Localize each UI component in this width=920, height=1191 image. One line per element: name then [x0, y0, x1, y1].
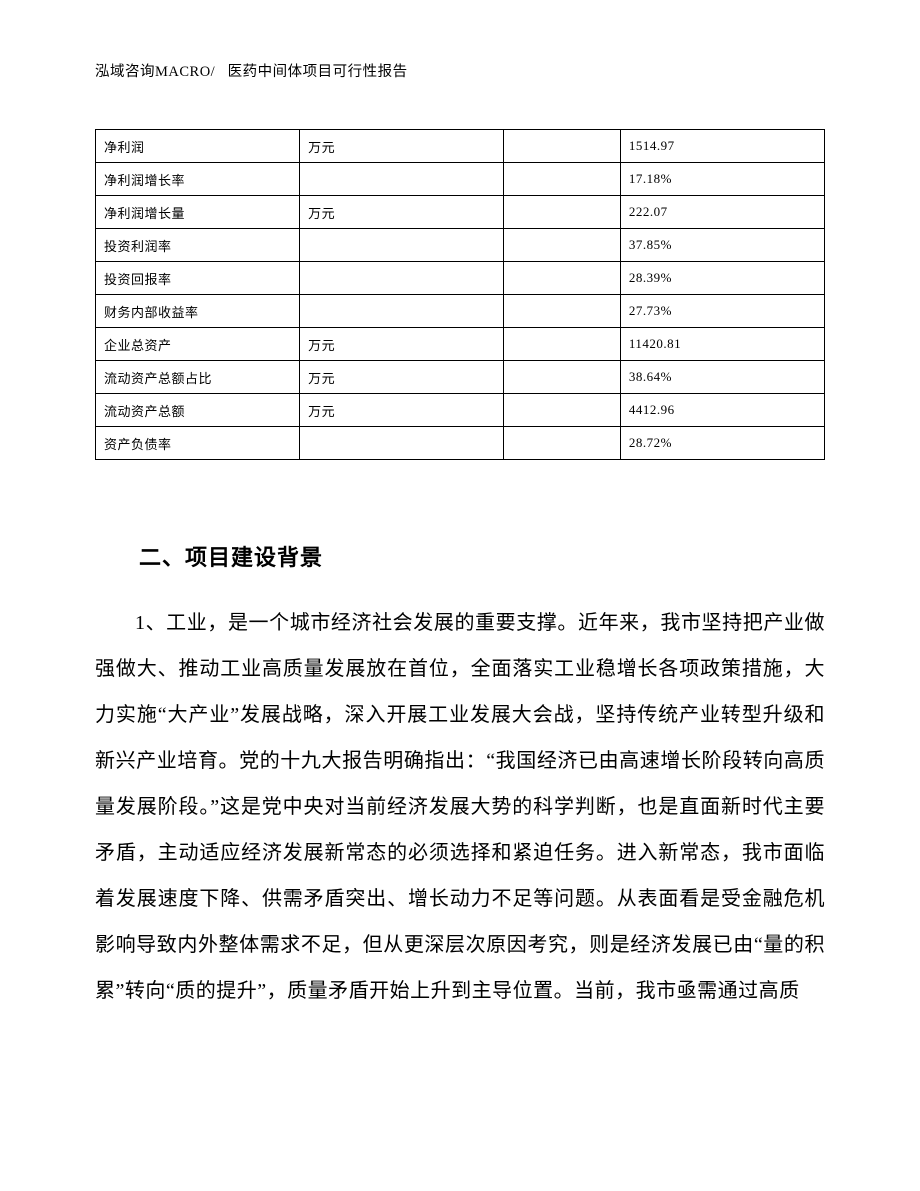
cell-blank	[504, 196, 621, 229]
cell-unit: 万元	[300, 328, 504, 361]
cell-unit	[300, 295, 504, 328]
cell-value: 37.85%	[620, 229, 824, 262]
cell-blank	[504, 163, 621, 196]
cell-unit: 万元	[300, 361, 504, 394]
cell-value: 222.07	[620, 196, 824, 229]
cell-blank	[504, 130, 621, 163]
table-row: 流动资产总额占比 万元 38.64%	[96, 361, 825, 394]
cell-value: 1514.97	[620, 130, 824, 163]
cell-value: 17.18%	[620, 163, 824, 196]
section-paragraph: 1、工业，是一个城市经济社会发展的重要支撑。近年来，我市坚持把产业做强做大、推动…	[95, 600, 825, 1014]
section-heading: 二、项目建设背景	[95, 540, 825, 572]
cell-value: 27.73%	[620, 295, 824, 328]
table-row: 投资利润率 37.85%	[96, 229, 825, 262]
table-row: 财务内部收益率 27.73%	[96, 295, 825, 328]
cell-unit	[300, 229, 504, 262]
cell-name: 企业总资产	[96, 328, 300, 361]
cell-blank	[504, 295, 621, 328]
cell-name: 流动资产总额占比	[96, 361, 300, 394]
cell-unit	[300, 163, 504, 196]
header-doc-title: 医药中间体项目可行性报告	[228, 64, 408, 80]
cell-unit	[300, 427, 504, 460]
cell-name: 净利润增长量	[96, 196, 300, 229]
header-company: 泓域咨询MACRO/	[95, 64, 215, 80]
cell-unit: 万元	[300, 196, 504, 229]
cell-value: 28.39%	[620, 262, 824, 295]
page-header: 泓域咨询MACRO/ 医药中间体项目可行性报告	[95, 60, 825, 81]
cell-value: 28.72%	[620, 427, 824, 460]
table-row: 净利润 万元 1514.97	[96, 130, 825, 163]
cell-value: 11420.81	[620, 328, 824, 361]
table-row: 投资回报率 28.39%	[96, 262, 825, 295]
cell-value: 38.64%	[620, 361, 824, 394]
cell-value: 4412.96	[620, 394, 824, 427]
cell-name: 净利润	[96, 130, 300, 163]
cell-blank	[504, 394, 621, 427]
cell-name: 流动资产总额	[96, 394, 300, 427]
table-row: 资产负债率 28.72%	[96, 427, 825, 460]
cell-name: 投资利润率	[96, 229, 300, 262]
cell-blank	[504, 262, 621, 295]
table-row: 净利润增长量 万元 222.07	[96, 196, 825, 229]
cell-name: 投资回报率	[96, 262, 300, 295]
table-row: 企业总资产 万元 11420.81	[96, 328, 825, 361]
cell-unit	[300, 262, 504, 295]
cell-blank	[504, 361, 621, 394]
cell-blank	[504, 229, 621, 262]
financial-table: 净利润 万元 1514.97 净利润增长率 17.18% 净利润增长量 万元 2…	[95, 129, 825, 460]
cell-unit: 万元	[300, 130, 504, 163]
cell-name: 净利润增长率	[96, 163, 300, 196]
table-row: 净利润增长率 17.18%	[96, 163, 825, 196]
cell-blank	[504, 427, 621, 460]
cell-name: 财务内部收益率	[96, 295, 300, 328]
document-page: 泓域咨询MACRO/ 医药中间体项目可行性报告 净利润 万元 1514.97 净…	[0, 0, 920, 1191]
cell-name: 资产负债率	[96, 427, 300, 460]
cell-blank	[504, 328, 621, 361]
cell-unit: 万元	[300, 394, 504, 427]
table-row: 流动资产总额 万元 4412.96	[96, 394, 825, 427]
